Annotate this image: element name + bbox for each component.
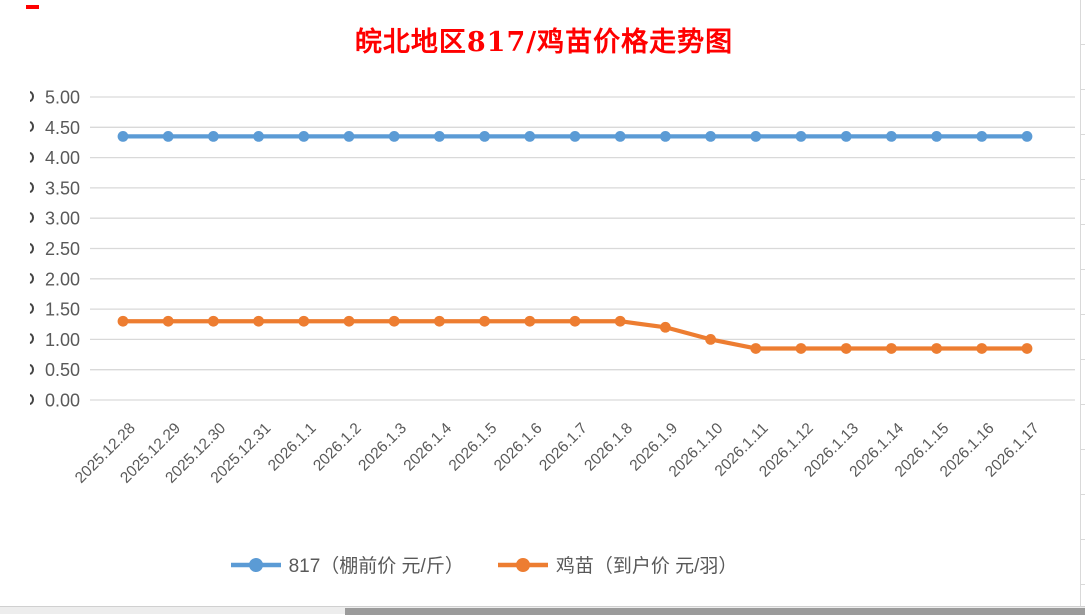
legend-swatch-icon — [497, 557, 548, 572]
x-axis-label: 2026.1.4 — [401, 420, 456, 475]
y-axis-label: 5.00 — [45, 88, 80, 108]
y-axis-label: 2.50 — [45, 239, 80, 259]
y-axis-label: 4.00 — [45, 148, 80, 168]
data-point-marker — [931, 343, 942, 354]
legend-item-0[interactable]: 817（棚前价 元/斤） — [230, 551, 464, 578]
data-point-marker — [750, 130, 762, 142]
data-point-marker — [795, 343, 807, 354]
data-point-marker — [343, 130, 355, 142]
data-point-marker — [750, 343, 762, 354]
y-axis-label: 3.50 — [45, 178, 80, 198]
x-axis-label: 2026.1.5 — [446, 420, 501, 475]
data-point-marker — [298, 130, 310, 142]
y-axis-label: 4.50 — [45, 118, 80, 138]
data-point-marker — [840, 343, 852, 354]
data-point-marker — [795, 130, 807, 142]
data-point-marker — [524, 130, 536, 142]
data-point-marker — [479, 130, 490, 142]
legend-swatch-icon — [230, 557, 281, 572]
y-axis-label: 1.50 — [45, 300, 80, 320]
data-point-marker — [117, 315, 129, 327]
y-axis-label: 1.00 — [45, 330, 80, 350]
chart-title: 皖北地区817/鸡苗价格走势图 — [354, 27, 734, 58]
cropped-digit-edge — [29, 363, 34, 375]
x-axis-label: 2026.1.1 — [265, 420, 320, 475]
data-point-marker — [388, 130, 400, 142]
chart-legend[interactable]: 817（棚前价 元/斤） 鸡苗（到户价 元/羽） — [0, 551, 1020, 578]
x-axis-label: 2026.1.6 — [491, 420, 546, 475]
scrollbar-thumb[interactable] — [345, 608, 1085, 615]
data-point-marker — [705, 130, 716, 142]
cropped-digit-edge — [29, 272, 34, 284]
data-point-marker — [660, 130, 671, 142]
data-point-marker — [614, 315, 626, 327]
x-axis-label: 2026.1.8 — [581, 420, 636, 475]
cropped-digit-edge — [29, 394, 34, 405]
data-point-marker — [705, 334, 716, 345]
cropped-digit-edge — [29, 181, 34, 193]
data-point-marker — [1021, 130, 1033, 142]
data-point-marker — [298, 315, 310, 327]
data-point-marker — [1021, 343, 1033, 354]
data-point-marker — [162, 130, 174, 142]
data-point-marker — [976, 130, 988, 142]
data-point-marker — [976, 343, 988, 354]
cropped-digit-edge — [29, 242, 34, 254]
price-trend-chart[interactable]: 皖北地区817/鸡苗价格走势图 0.00 0.50 1.00 1.50 2.00 2.50… — [8, 0, 1080, 606]
horizontal-scrollbar[interactable] — [0, 606, 1085, 615]
data-point-marker — [569, 130, 581, 142]
cropped-digit-edge — [29, 91, 34, 102]
data-point-marker — [208, 315, 219, 327]
legend-label: 817（棚前价 元/斤） — [288, 556, 464, 577]
data-point-marker — [886, 130, 897, 142]
data-point-marker — [117, 130, 129, 142]
y-axis-label: 0.00 — [45, 391, 80, 411]
data-point-marker — [524, 315, 536, 327]
worksheet-row-gridlines — [1081, 0, 1085, 606]
data-point-marker — [840, 130, 852, 142]
data-point-marker — [388, 315, 400, 327]
data-point-marker — [253, 315, 264, 327]
data-point-marker — [253, 130, 264, 142]
y-axis-label: 3.00 — [45, 209, 80, 229]
data-point-marker — [479, 315, 490, 327]
data-point-marker — [434, 130, 445, 142]
legend-item-1[interactable]: 鸡苗（到户价 元/羽） — [497, 551, 738, 578]
y-axis-label: 0.50 — [45, 360, 80, 380]
x-axis-label: 2026.1.3 — [355, 420, 410, 475]
cropped-digit-edge — [29, 151, 34, 163]
data-point-marker — [931, 130, 942, 142]
data-point-marker — [343, 315, 355, 327]
y-axis-label: 2.00 — [45, 269, 80, 289]
cropped-digit-edge — [29, 303, 34, 315]
data-point-marker — [886, 343, 897, 354]
data-point-marker — [162, 315, 174, 327]
worksheet-column-gridline — [1080, 0, 1081, 606]
data-point-marker — [614, 130, 626, 142]
data-point-marker — [434, 315, 445, 327]
x-axis-label: 2026.1.2 — [310, 420, 365, 475]
data-point-marker — [208, 130, 219, 142]
cropped-red-cell-content — [26, 5, 39, 9]
data-point-marker — [660, 321, 671, 333]
legend-label: 鸡苗（到户价 元/羽） — [555, 556, 738, 577]
data-point-marker — [569, 315, 581, 327]
plot-area: 0.00 0.50 1.00 1.50 2.00 2.50 3.00 3.50 4.00 4.50… — [45, 88, 1075, 487]
x-axis-label: 2026.1.7 — [536, 420, 591, 475]
